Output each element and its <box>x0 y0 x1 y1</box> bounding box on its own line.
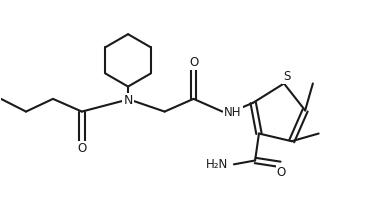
Text: O: O <box>277 166 286 179</box>
Text: S: S <box>283 70 290 83</box>
Text: H₂N: H₂N <box>206 158 228 171</box>
Text: NH: NH <box>224 106 242 119</box>
Text: N: N <box>123 94 133 107</box>
Text: O: O <box>77 142 86 155</box>
Text: O: O <box>189 56 198 69</box>
